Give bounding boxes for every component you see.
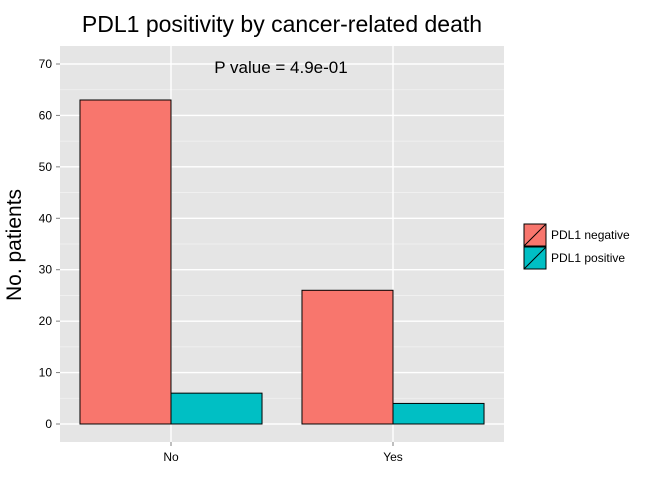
x-axis: No Yes [163, 442, 403, 464]
p-value-annotation: P value = 4.9e-01 [214, 58, 347, 77]
legend-key-slash [523, 223, 547, 247]
x-tick-label: Yes [383, 450, 403, 464]
bar-yes-pdl1-positive [392, 402, 485, 425]
legend: PDL1 negative PDL1 positive [523, 223, 630, 270]
y-tick-label: 50 [39, 160, 53, 174]
y-tick-label: 10 [39, 366, 53, 380]
bars [79, 99, 485, 425]
legend-label: PDL1 positive [551, 251, 625, 265]
chart-title: PDL1 positivity by cancer-related death [82, 11, 482, 37]
y-tick-label: 60 [39, 108, 53, 122]
y-tick-label: 0 [45, 417, 52, 431]
legend-key-slash [523, 246, 547, 270]
legend-label: PDL1 negative [551, 228, 630, 242]
bar-no-pdl1-positive [170, 392, 263, 425]
y-tick-label: 30 [39, 263, 53, 277]
x-tick-label: No [163, 450, 179, 464]
bar-no-pdl1-negative [79, 99, 172, 425]
y-axis: 0 10 20 30 40 50 60 70 [39, 57, 60, 431]
y-axis-label: No. patients [3, 189, 26, 301]
y-tick-label: 70 [39, 57, 53, 71]
bar-yes-pdl1-negative [301, 289, 394, 425]
y-tick-label: 40 [39, 211, 53, 225]
y-tick-label: 20 [39, 314, 53, 328]
